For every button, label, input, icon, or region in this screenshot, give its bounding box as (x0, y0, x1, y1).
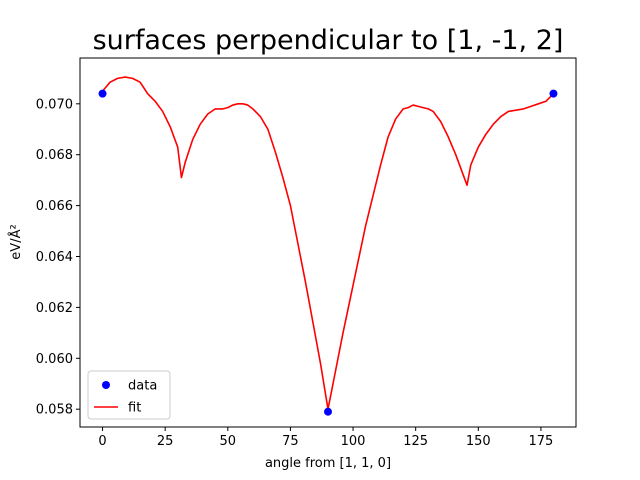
data-point (549, 89, 558, 98)
y-tick-label: 0.060 (36, 352, 73, 367)
x-axis-label: angle from [1, 1, 0] (265, 456, 391, 471)
y-axis-ticks: 0.058 0.060 0.062 0.064 0.066 0.068 0.070 (36, 97, 80, 418)
y-tick-label: 0.064 (36, 250, 73, 265)
x-tick-label: 50 (220, 434, 237, 449)
data-point (324, 407, 332, 416)
x-axis-ticks: 0 25 50 75 100 125 150 175 (98, 427, 553, 449)
y-tick-label: 0.070 (36, 97, 73, 112)
series-layer (98, 76, 558, 416)
legend-label-data: data (128, 379, 157, 394)
y-axis-label: eV/Å² (8, 224, 24, 259)
x-tick-label: 75 (282, 434, 299, 449)
legend: data fit (87, 370, 171, 420)
x-tick-label: 25 (157, 434, 174, 449)
chart-title: surfaces perpendicular to [1, -1, 2] (93, 25, 564, 56)
y-tick-label: 0.058 (36, 403, 73, 418)
y-tick-label: 0.062 (36, 301, 73, 316)
plot-area (79, 57, 577, 428)
x-tick-label: 175 (529, 434, 554, 449)
x-tick-label: 125 (403, 434, 428, 449)
legend-label-fit: fit (128, 401, 141, 416)
x-tick-label: 100 (341, 434, 366, 449)
legend-marker-data (102, 381, 110, 389)
x-tick-label: 0 (98, 434, 106, 449)
y-tick-label: 0.068 (36, 148, 73, 163)
data-point (98, 89, 107, 98)
x-tick-label: 150 (466, 434, 491, 449)
plot-frame (79, 57, 577, 428)
y-tick-label: 0.066 (36, 199, 73, 214)
